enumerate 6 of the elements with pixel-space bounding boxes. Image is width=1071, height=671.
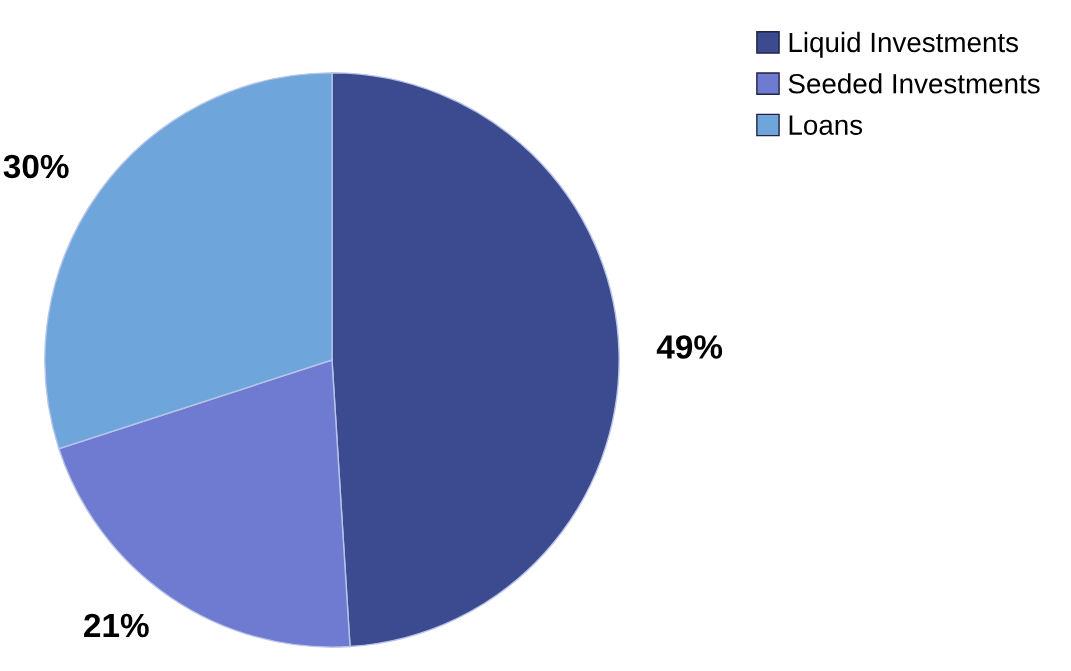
data-label: 21%: [84, 613, 149, 638]
legend-label: Liquid Investments: [789, 31, 1019, 58]
legend-label: Seeded Investments: [788, 73, 1040, 94]
data-label: 30%: [3, 154, 69, 179]
data-label: 49%: [656, 335, 723, 359]
legend-label: Loans: [789, 115, 863, 135]
